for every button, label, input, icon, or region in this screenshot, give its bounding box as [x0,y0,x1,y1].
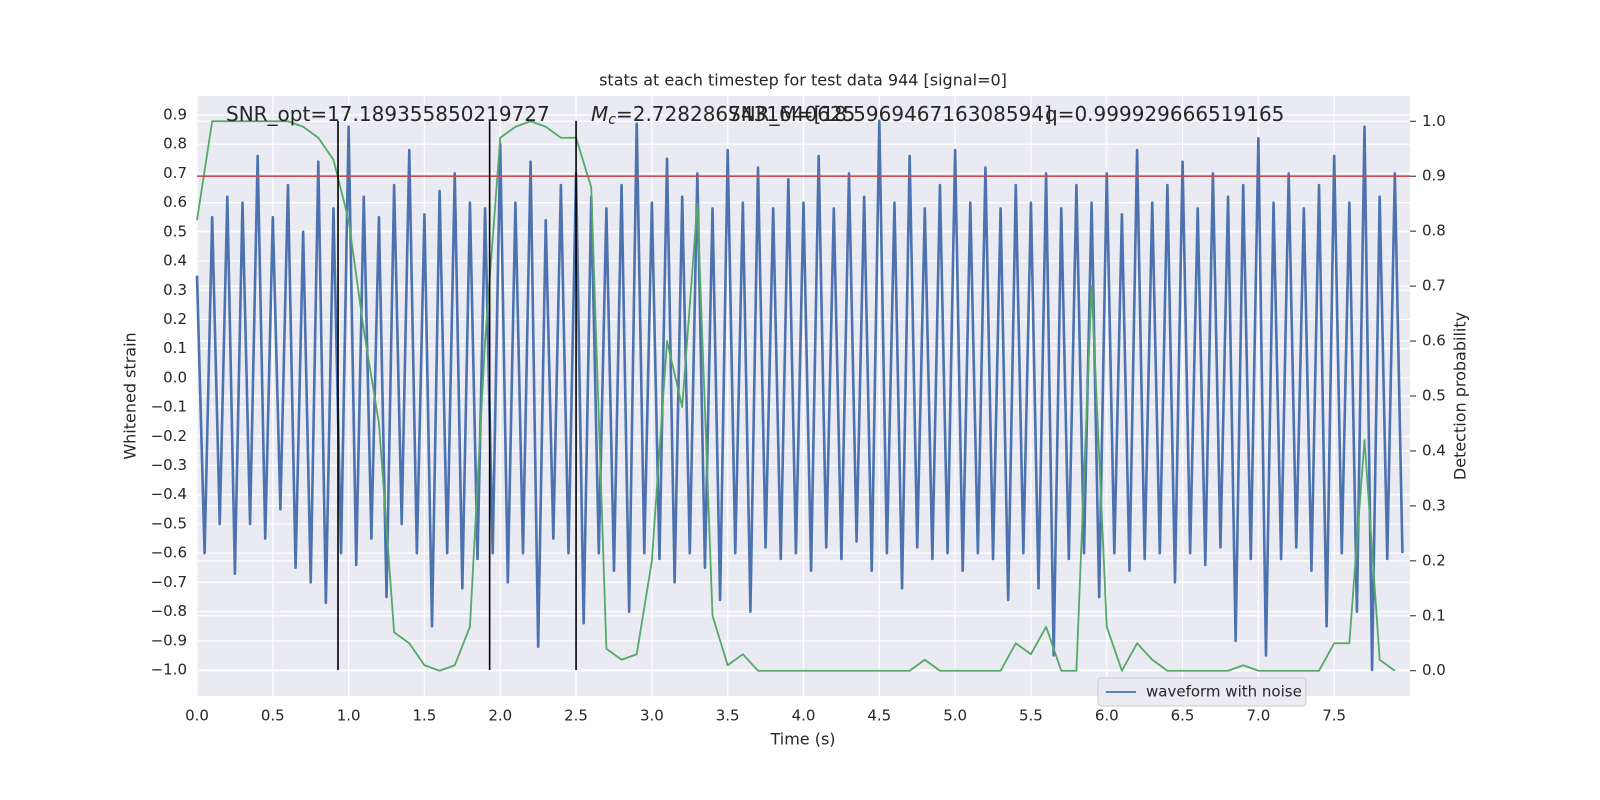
x-tick-label: 3.0 [640,707,664,725]
y2-tick-label: 0.1 [1422,606,1446,624]
x-tick-label: 1.5 [413,707,437,725]
y2-axis-label: Detection probability [1451,312,1470,480]
x-tick-label: 2.5 [564,707,588,725]
x-tick-label: 4.5 [867,707,891,725]
y-tick-label: 0.7 [163,164,187,182]
y-tick-label: −0.2 [151,427,187,445]
y-tick-label: −0.5 [151,514,187,532]
x-tick-label: 7.5 [1322,707,1346,725]
y2-tick-label: 0.9 [1422,167,1446,185]
y2-tick-label: 0.2 [1422,551,1446,569]
x-tick-label: 5.5 [1019,707,1043,725]
y-tick-label: −0.8 [151,602,187,620]
y2-tick-label: 0.8 [1422,222,1446,240]
x-tick-label: 3.5 [716,707,740,725]
y-tick-label: 0.1 [163,339,187,357]
y2-tick-label: 0.0 [1422,661,1446,679]
y2-tick-label: 0.4 [1422,441,1446,459]
annotation-text: SNR_opt=17.189355850219727 [226,102,550,126]
x-tick-label: 1.0 [337,707,361,725]
y2-tick-label: 1.0 [1422,112,1446,130]
x-tick-label: 0.0 [185,707,209,725]
series-line [196,120,1396,672]
y2-tick-label: 0.5 [1422,387,1446,405]
annotation-text: SNR_M=[18.596946716308594] [728,102,1052,126]
annotation: Mc=2.7282867431640625 [591,102,855,129]
legend-label: waveform with noise [1146,683,1302,701]
y2-tick-label: 0.3 [1422,496,1446,514]
annotation: q=0.999929666519165 [1045,102,1284,126]
y-tick-label: −1.0 [151,661,187,679]
annotation-text: =2.7282867431640625 [616,102,855,126]
annotation-symbol: M [591,102,608,126]
annotation: SNR_M=[18.596946716308594] [728,102,1052,126]
legend-box [1097,677,1307,707]
labels: 0.0 0.5 1.0 1.5 2.0 2.5 3.0 3.5 4.0 4.5 5.0 5.5 6.0 6… [151,102,1446,725]
y2-tick-label: 0.7 [1422,277,1446,295]
y-tick-label: 0.8 [163,135,187,153]
chart-title: stats at each timestep for test data 944… [599,71,1007,90]
x-tick-label: 5.0 [943,707,967,725]
x-tick-label: 7.0 [1246,707,1270,725]
y-tick-label: −0.4 [151,485,187,503]
y-tick-label: 0.4 [163,252,187,270]
y-tick-label: 0.2 [163,310,187,328]
y-tick-label: 0.5 [163,222,187,240]
y2-tick-label: 0.6 [1422,332,1446,350]
y-tick-label: −0.7 [151,573,187,591]
x-tick-label: 4.0 [792,707,816,725]
annotation-text: q=0.999929666519165 [1045,102,1284,126]
annotation-subscript: c [608,112,616,128]
marks [195,119,1410,672]
y-tick-label: −0.3 [151,456,187,474]
legend: waveform with noise [1097,677,1307,707]
y-tick-label: 0.3 [163,281,187,299]
x-tick-label: 6.5 [1171,707,1195,725]
y-tick-label: 0.0 [163,368,187,386]
y-axis-label: Whitened strain [121,332,140,459]
x-tick-label: 0.5 [261,707,285,725]
y-tick-label: −0.9 [151,631,187,649]
y-tick-label: −0.1 [151,398,187,416]
x-tick-label: 6.0 [1095,707,1119,725]
x-axis-label: Time (s) [769,730,835,749]
y-tick-label: 0.6 [163,193,187,211]
annotation: SNR_opt=17.189355850219727 [226,102,550,126]
y-tick-label: 0.9 [163,105,187,123]
y-tick-label: −0.6 [151,544,187,562]
x-tick-label: 2.0 [488,707,512,725]
series-line [195,119,1404,672]
